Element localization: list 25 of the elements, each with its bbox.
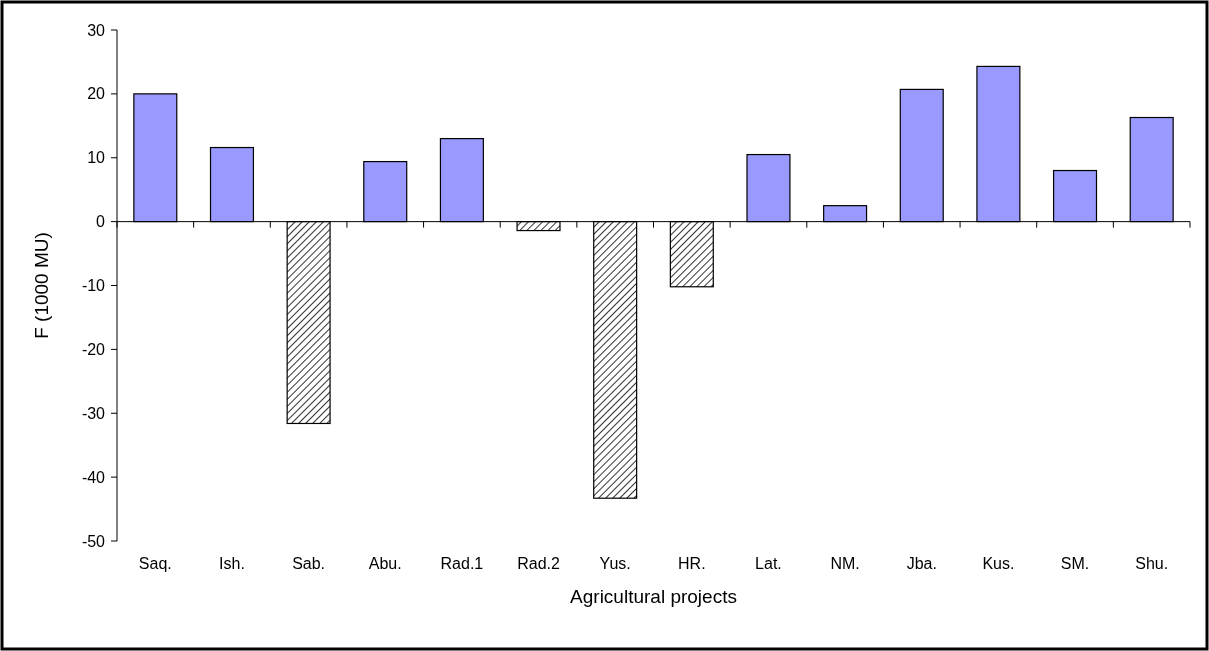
y-tick-label: -50 — [81, 532, 106, 550]
x-tick-label: Rad.2 — [517, 555, 560, 572]
x-tick-label: Kus. — [982, 555, 1015, 572]
y-tick-label: 20 — [87, 85, 106, 103]
y-tick-label: 30 — [87, 21, 106, 39]
x-tick-label: Jba. — [906, 555, 937, 572]
x-tick-label: Yus. — [599, 555, 631, 572]
y-tick-label: -40 — [81, 468, 106, 486]
x-tick-label: Abu. — [368, 555, 402, 572]
x-tick-label: Sab. — [292, 555, 326, 572]
x-tick-label: Lat. — [755, 555, 782, 572]
x-axis-title: Agricultural projects — [570, 586, 737, 607]
x-tick-label: NM. — [830, 555, 860, 572]
y-tick-label: -10 — [81, 277, 106, 295]
y-tick-label: -20 — [81, 340, 106, 358]
y-tick-label: 10 — [87, 149, 106, 167]
x-tick-label: HR. — [678, 555, 706, 572]
y-axis-title: F (1000 MU) — [31, 232, 52, 339]
x-tick-label: Ish. — [219, 555, 245, 572]
y-tick-label: 0 — [96, 213, 106, 231]
x-tick-label: SM. — [1060, 555, 1090, 572]
x-tick-label: Rad.1 — [440, 555, 484, 572]
x-tick-label: Shu. — [1135, 555, 1169, 572]
x-tick-label: Saq. — [138, 555, 172, 572]
y-tick-label: -30 — [81, 404, 106, 422]
